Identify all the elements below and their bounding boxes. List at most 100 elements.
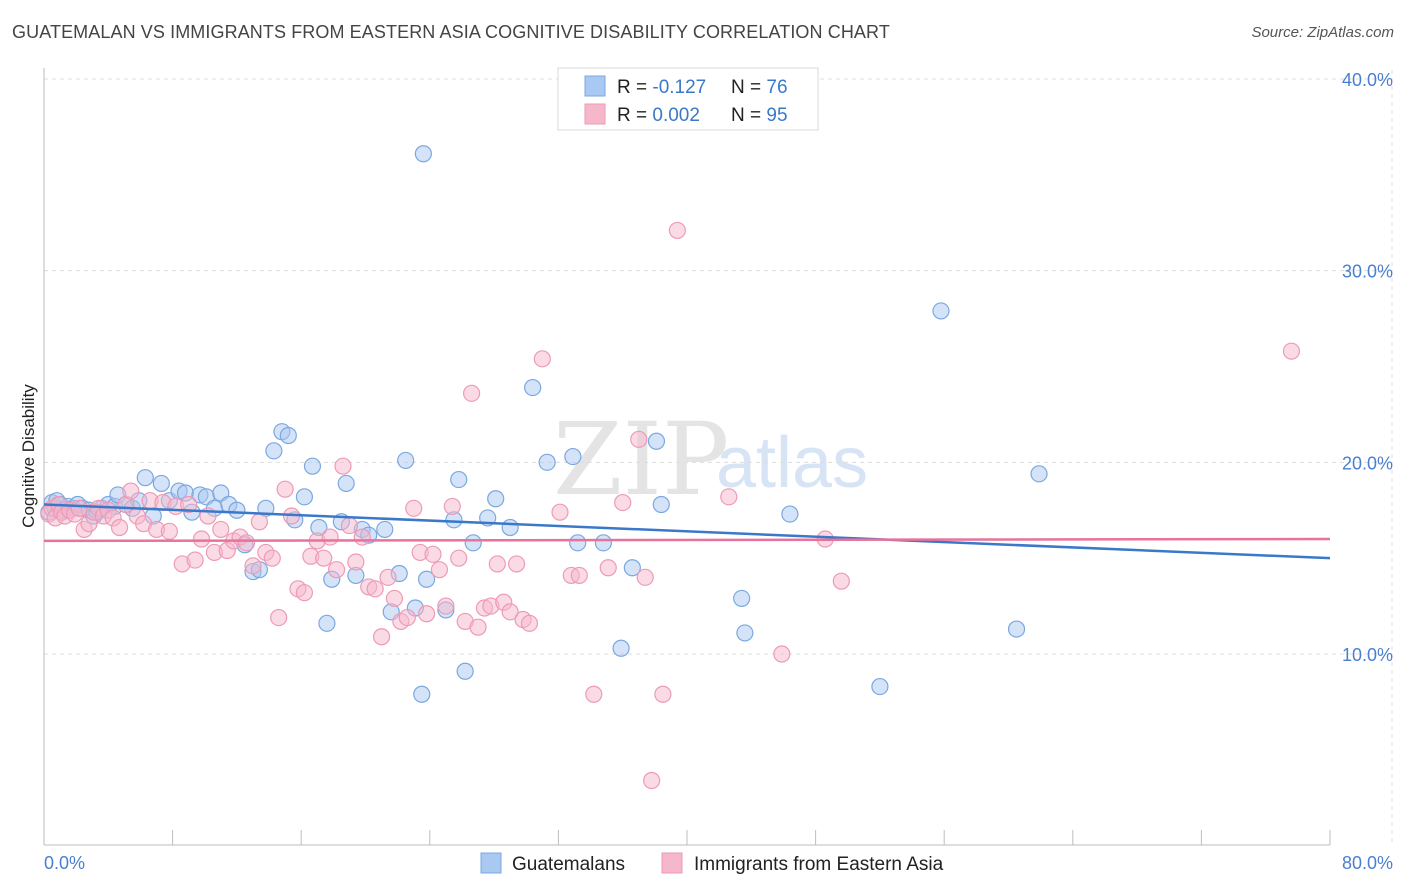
legend-n-label-2: N = <box>731 105 766 126</box>
legend-swatch-guatemalans <box>584 75 606 97</box>
trend-lines <box>43 503 1331 560</box>
guatemalans-point <box>318 614 336 632</box>
guatemalans-point <box>456 662 474 680</box>
eastern-asia-point <box>469 618 487 636</box>
guatemalans-point <box>564 447 582 466</box>
legend-n-value-2: 95 <box>766 105 787 126</box>
eastern-asia-point <box>585 685 603 703</box>
guatemalans-point <box>736 624 754 642</box>
guatemalans-point <box>569 534 587 552</box>
eastern-asia-point <box>160 522 178 540</box>
guatemalans-point <box>733 589 751 608</box>
eastern-asia-point <box>237 534 256 552</box>
guatemalans-point <box>594 534 613 552</box>
eastern-asia-point <box>372 628 391 646</box>
guatemalans-point <box>413 685 431 703</box>
legend-n-value-1: 76 <box>766 77 787 98</box>
eastern-asia-point <box>192 530 211 548</box>
guatemalans-point <box>538 453 556 471</box>
legend-n-label-1: N = <box>731 77 766 98</box>
eastern-asia-point <box>379 568 397 586</box>
y-tick-label-30: 30.0% <box>1342 262 1393 282</box>
legend-swatch-eastern-asia <box>584 103 606 125</box>
eastern-asia-point <box>180 495 198 514</box>
series-legend: Guatemalans Immigrants from Eastern Asia <box>480 852 944 875</box>
legend-row-2: R = 0.002 <box>617 105 700 126</box>
eastern-asia-point <box>643 771 661 790</box>
y-tick-label-10: 10.0% <box>1342 645 1393 665</box>
legend-r-value-2: 0.002 <box>652 105 700 126</box>
eastern-asia-point <box>122 482 140 500</box>
eastern-asia-point <box>424 545 442 563</box>
guatemalans-point <box>414 145 432 163</box>
x-tick-label-max: 80.0% <box>1342 853 1393 873</box>
eastern-asia-point <box>520 614 539 632</box>
eastern-asia-point <box>654 685 672 703</box>
chart-title: GUATEMALAN VS IMMIGRANTS FROM EASTERN AS… <box>12 22 890 42</box>
eastern-asia-point <box>668 221 686 240</box>
eastern-asia-point <box>1282 342 1301 360</box>
eastern-asia-point <box>551 503 569 521</box>
legend-row-1: R = -0.127 <box>617 77 706 98</box>
guatemalans-point <box>623 559 641 577</box>
eastern-asia-point <box>570 566 588 585</box>
eastern-asia-point <box>366 580 384 598</box>
eastern-asia-point <box>340 516 359 535</box>
guatemalans-point <box>152 474 170 493</box>
eastern-asia-point <box>614 493 632 512</box>
x-tick-label-min: 0.0% <box>44 853 85 873</box>
eastern-asia-point <box>501 603 519 621</box>
eastern-asia-point <box>636 568 654 586</box>
eastern-asia-point <box>327 561 346 579</box>
axes <box>43 68 1331 846</box>
guatemalans-point <box>871 677 889 696</box>
correlation-legend: R = -0.127 N = 76 R = 0.002 N = 95 <box>557 67 819 131</box>
series-legend-swatch-guatemalans <box>480 852 502 874</box>
eastern-asia-point <box>315 549 333 567</box>
guatemalans-point <box>303 457 322 475</box>
guatemalans-point <box>265 442 283 460</box>
eastern-asia-point <box>212 520 230 539</box>
guatemalans-point <box>295 488 314 506</box>
guatemalans-trend-line <box>43 503 1331 560</box>
eastern-asia-point <box>437 597 455 615</box>
legend-row-1-n: N = 76 <box>731 77 788 98</box>
eastern-asia-point <box>443 497 461 516</box>
eastern-asia-point <box>630 430 648 448</box>
series-legend-label-eastern-asia: Immigrants from Eastern Asia <box>694 854 944 875</box>
eastern-asia-point <box>430 561 449 579</box>
eastern-asia-point <box>70 499 88 517</box>
y-tick-labels: 10.0% 20.0% 30.0% 40.0% <box>1342 70 1393 665</box>
guatemalans-point <box>612 639 630 657</box>
guatemalans-point <box>1030 465 1048 483</box>
eastern-asia-point <box>186 551 204 569</box>
guatemalans-point <box>1007 620 1026 638</box>
guatemalans-point <box>464 534 482 552</box>
series-legend-swatch-eastern-asia <box>661 852 683 874</box>
legend-r-label-1: R = <box>617 77 652 98</box>
eastern-asia-point <box>417 605 436 623</box>
eastern-asia-point <box>295 584 314 602</box>
eastern-asia-trend-line <box>43 537 1331 543</box>
guatemalans-point <box>376 520 394 539</box>
eastern-asia-point <box>599 559 617 577</box>
guatemalans-point <box>487 490 505 508</box>
guatemalans-point <box>524 378 542 397</box>
series-guatemalans-points <box>40 145 1048 703</box>
source-label: Source: ZipAtlas.com <box>1251 24 1394 41</box>
eastern-asia-point <box>385 589 404 608</box>
eastern-asia-point <box>508 555 526 573</box>
series-legend-label-guatemalans: Guatemalans <box>512 854 625 875</box>
eastern-asia-point <box>347 553 365 571</box>
eastern-asia-point <box>398 608 416 627</box>
guatemalans-point <box>652 495 670 514</box>
eastern-asia-point <box>250 513 269 531</box>
eastern-asia-point <box>321 528 339 546</box>
guatemalans-point <box>136 469 154 487</box>
eastern-asia-point <box>720 488 738 506</box>
y-axis-label: Cognitive Disability <box>19 384 38 528</box>
guatemalans-point <box>417 570 436 588</box>
guatemalans-point <box>781 505 799 523</box>
legend-r-value-1: -0.127 <box>652 77 706 98</box>
